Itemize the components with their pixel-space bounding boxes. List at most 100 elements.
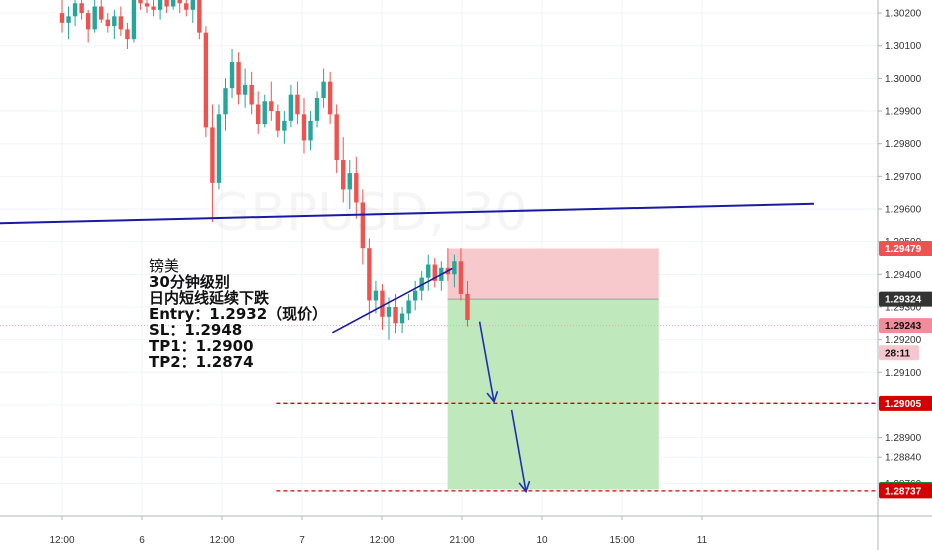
- candle-body: [242, 84, 248, 95]
- time-axis-bg: [0, 516, 932, 550]
- price-tag-label: 1.29479: [885, 244, 922, 255]
- candle-body: [321, 81, 326, 98]
- candle-body: [184, 3, 189, 10]
- position-layer: [0, 248, 878, 490]
- candle-body: [72, 3, 78, 17]
- candle-body: [458, 261, 464, 294]
- candle-body: [170, 0, 176, 7]
- candle-body: [301, 114, 307, 141]
- stop-loss-zone: [447, 248, 659, 300]
- annotation-stop-loss: SL：1.2948: [149, 321, 243, 339]
- price-tick-label: 1.30100: [885, 41, 922, 52]
- candle-body: [112, 16, 117, 27]
- annotation-entry: Entry：1.2932（现价）: [149, 305, 328, 323]
- down-arrow-head-1: [486, 391, 499, 404]
- candle-body: [386, 306, 392, 317]
- price-axis-bg: [878, 0, 932, 550]
- candle-body: [236, 62, 241, 95]
- candle-body: [249, 84, 254, 105]
- candle-body: [177, 0, 182, 4]
- candle-body: [393, 306, 398, 324]
- price-tick-label: 1.29400: [885, 270, 922, 281]
- candle-body: [327, 81, 333, 115]
- candle-body: [59, 13, 65, 23]
- down-arrow-2: [510, 409, 527, 492]
- candle-body: [223, 88, 228, 115]
- price-tick-label: 1.29700: [885, 172, 922, 183]
- candle-body: [360, 202, 366, 249]
- symbol-watermark: GBPUSD, 30: [210, 183, 528, 243]
- candle-body: [151, 6, 156, 10]
- time-tick-label: 15:00: [609, 535, 634, 546]
- candle-body: [197, 0, 202, 33]
- price-tag-label: 1.28737: [885, 486, 922, 497]
- candle-body: [66, 16, 71, 23]
- candle-body: [269, 101, 274, 112]
- price-tag-label: 1.29243: [885, 321, 922, 332]
- price-tick-label: 1.29100: [885, 368, 922, 379]
- price-tick-label: 1.29600: [885, 205, 922, 216]
- annotation-tp1: TP1：1.2900: [149, 337, 254, 355]
- candle-body: [144, 3, 150, 7]
- annotation-pair: 镑美: [149, 257, 180, 275]
- candle-body: [282, 120, 287, 131]
- take-profit-zone: [447, 299, 659, 490]
- candle-body: [334, 114, 339, 161]
- candle-body: [426, 264, 431, 278]
- time-tick-label: 12:00: [209, 535, 234, 546]
- candle-body: [275, 111, 281, 131]
- candle-body: [367, 248, 372, 301]
- price-tag-label: 1.29324: [885, 295, 922, 306]
- price-tag-label: 28:11: [885, 348, 910, 359]
- annotation-timeframe: 30分钟级别: [149, 273, 230, 291]
- price-tick-label: 1.29900: [885, 107, 922, 118]
- candle-body: [210, 127, 215, 183]
- candle-body: [216, 114, 222, 183]
- candle-body: [92, 6, 97, 30]
- candle-layer: [59, 0, 470, 340]
- candle-body: [105, 19, 110, 27]
- candle-body: [406, 300, 411, 314]
- candle-body: [157, 0, 163, 10]
- price-tick-label: 1.29800: [885, 139, 922, 150]
- candle-body: [79, 3, 84, 14]
- candle-body: [295, 94, 300, 115]
- candle-body: [85, 13, 91, 30]
- candle-body: [465, 293, 470, 321]
- annotation-tp2: TP2：1.2874: [149, 353, 254, 371]
- candle-body: [347, 173, 352, 190]
- drawing-layer: [0, 202, 878, 494]
- price-tick-label: 1.30000: [885, 74, 922, 85]
- candle-body: [262, 101, 267, 125]
- annotation-outlook: 日内短线延续下跌: [149, 289, 270, 307]
- price-tick-label: 1.30200: [885, 9, 922, 20]
- candle-body: [380, 290, 385, 317]
- price-tag-bg: [879, 241, 932, 257]
- candle-body: [118, 16, 124, 30]
- down-arrow-head-2: [518, 480, 531, 494]
- candle-body: [314, 97, 320, 121]
- candle-body: [432, 264, 437, 281]
- trade-annotation: 镑美 30分钟级别 日内短线延续下跌 Entry：1.2932（现价） SL：1…: [149, 258, 327, 370]
- price-tag-bg: [879, 395, 932, 411]
- candle-body: [256, 104, 261, 125]
- candle-body: [452, 261, 457, 275]
- resistance-line: [0, 202, 815, 225]
- time-tick-label: 6: [139, 535, 145, 546]
- price-tag-bg: [879, 291, 932, 307]
- candle-body: [164, 0, 169, 7]
- candle-body: [99, 6, 104, 20]
- candle-body: [399, 313, 405, 324]
- candle-body: [190, 0, 195, 10]
- price-tag-bg: [879, 345, 919, 361]
- candle-body: [131, 0, 137, 40]
- price-tick-label: 1.28900: [885, 433, 922, 444]
- time-tick-label: 12:00: [49, 535, 74, 546]
- candle-body: [412, 290, 418, 301]
- grid-layer: [0, 0, 878, 516]
- price-tag-layer: 1.294791.293241.2924328:111.290051.28741…: [879, 241, 932, 499]
- price-tick-label: 1.28840: [885, 453, 922, 464]
- candle-body: [203, 32, 209, 128]
- time-tick-label: 7: [299, 535, 305, 546]
- candle-body: [341, 160, 346, 190]
